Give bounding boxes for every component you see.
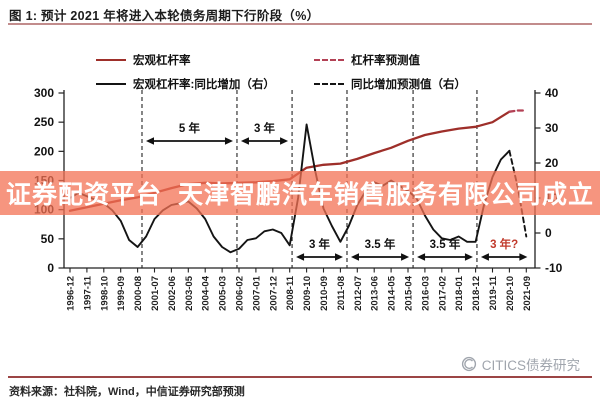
legend-marker-dashed-line xyxy=(314,83,344,85)
svg-text:2012-07: 2012-07 xyxy=(353,276,364,311)
legend-marker-dashed-line xyxy=(314,59,344,61)
svg-text:2001-07: 2001-07 xyxy=(150,276,161,311)
legend-item: 同比增加预测值（右） xyxy=(314,76,466,92)
legend-label: 宏观杠杆率:同比增加（右） xyxy=(133,79,275,91)
x-axis-labels: 1996-12 1997-11 1998-10 1999-09 2000-08 2001-… xyxy=(66,268,533,311)
svg-text:40: 40 xyxy=(545,86,559,100)
cycle-span-annotations: 5 年 3 年 3 年 3.5 年 3.5 年 3 年? xyxy=(145,121,528,261)
svg-text:3 年: 3 年 xyxy=(254,121,276,135)
legend-label: 杠杆率预测值 xyxy=(351,55,420,67)
brand-watermark: CITICS债券研究 xyxy=(461,354,580,374)
svg-text:3 年?: 3 年? xyxy=(490,237,518,251)
svg-text:30: 30 xyxy=(545,121,559,135)
svg-text:2005-03: 2005-03 xyxy=(218,276,229,311)
svg-text:2003-05: 2003-05 xyxy=(184,275,195,311)
footer-rule xyxy=(8,376,592,378)
svg-text:1997-11: 1997-11 xyxy=(82,275,93,310)
figure-title: 图 1: 预计 2021 年将进入本轮债务周期下行阶段（%） xyxy=(9,9,320,23)
svg-text:2014-05: 2014-05 xyxy=(387,275,398,311)
svg-text:3.5 年: 3.5 年 xyxy=(430,237,461,251)
svg-text:2018-01: 2018-01 xyxy=(454,275,465,311)
svg-text:2007-01: 2007-01 xyxy=(251,275,262,311)
svg-text:2013-06: 2013-06 xyxy=(370,276,381,311)
svg-text:3.5 年: 3.5 年 xyxy=(365,237,396,251)
series-leverage-forecast xyxy=(508,109,528,113)
legend-marker-solid-line xyxy=(96,59,126,61)
svg-text:2017-02: 2017-02 xyxy=(437,276,448,311)
svg-text:2011-08: 2011-08 xyxy=(336,276,347,310)
svg-text:20: 20 xyxy=(545,156,559,170)
svg-text:2019-11: 2019-11 xyxy=(488,275,499,310)
svg-text:2007-12: 2007-12 xyxy=(268,276,279,311)
title-underline xyxy=(8,23,592,25)
svg-text:2021-09: 2021-09 xyxy=(522,276,533,311)
svg-text:300: 300 xyxy=(34,86,54,100)
svg-text:-10: -10 xyxy=(545,261,563,275)
svg-text:2004-04: 2004-04 xyxy=(201,275,212,311)
legend-label: 同比增加预测值（右） xyxy=(351,79,466,91)
legend-item: 宏观杠杆率:同比增加（右） xyxy=(96,76,314,92)
brand-watermark-text: CITICS债券研究 xyxy=(481,358,580,373)
svg-text:200: 200 xyxy=(34,144,54,158)
legend-item: 杠杆率预测值 xyxy=(314,52,466,68)
legend-label: 宏观杠杆率 xyxy=(133,55,191,67)
svg-text:50: 50 xyxy=(41,232,55,246)
svg-text:2018-12: 2018-12 xyxy=(471,276,482,311)
svg-text:2006-02: 2006-02 xyxy=(235,276,246,311)
chart-legend: 宏观杠杆率 杠杆率预测值宏观杠杆率:同比增加（右） 同比增加预测值（右） xyxy=(96,52,466,92)
svg-text:1996-12: 1996-12 xyxy=(66,276,77,311)
svg-text:1998-10: 1998-10 xyxy=(99,276,110,311)
svg-text:2000-08: 2000-08 xyxy=(133,276,144,311)
series-yoy xyxy=(69,123,511,254)
svg-text:2020-10: 2020-10 xyxy=(505,276,516,311)
overlay-watermark-text: 证券配资平台 天津智鹏汽车销售服务有限公司成立 xyxy=(6,181,594,209)
svg-text:2016-03: 2016-03 xyxy=(420,276,431,311)
svg-text:5 年: 5 年 xyxy=(179,121,201,135)
svg-text:3 年: 3 年 xyxy=(309,237,331,251)
legend-item: 宏观杠杆率 xyxy=(96,52,314,68)
svg-text:2015-04: 2015-04 xyxy=(404,275,415,311)
source-note: 资料来源：社科院，Wind，中信证券研究部预测 xyxy=(9,386,245,398)
svg-text:0: 0 xyxy=(47,261,54,275)
legend-marker-solid-line xyxy=(96,83,126,85)
overlay-watermark-band: 证券配资平台 天津智鹏汽车销售服务有限公司成立 xyxy=(0,171,600,215)
svg-text:2009-10: 2009-10 xyxy=(302,276,313,311)
svg-text:250: 250 xyxy=(34,115,54,129)
svg-text:1999-09: 1999-09 xyxy=(116,276,127,311)
svg-text:2008-11: 2008-11 xyxy=(285,275,296,310)
citics-logo-icon xyxy=(461,356,476,372)
svg-text:0: 0 xyxy=(545,226,552,240)
svg-text:2010-09: 2010-09 xyxy=(319,276,330,311)
svg-text:2002-06: 2002-06 xyxy=(167,276,178,311)
